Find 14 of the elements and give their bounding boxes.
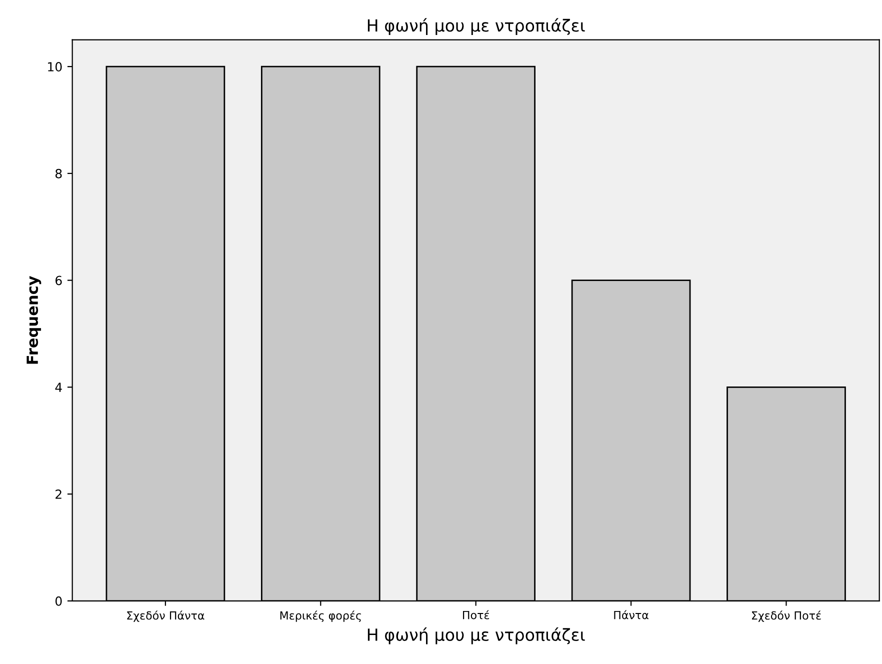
y-tick-label: 4 xyxy=(55,382,62,392)
x-axis-title: Η φωνή μου με ντροπιάζει xyxy=(368,627,585,644)
y-tick-label: 6 xyxy=(56,276,62,286)
y-tick-label: 2 xyxy=(56,490,62,499)
x-tick-label: Σχεδόν Πάντα xyxy=(127,610,204,622)
x-tick-label: Ποτέ xyxy=(463,610,490,620)
x-tick-label: Μερικές φορές xyxy=(280,610,361,622)
x-tick-label: Σχεδόν Ποτέ xyxy=(752,610,821,622)
chart-title: Η φωνή μου με ντροπιάζει xyxy=(368,18,585,36)
y-tick-label: 10 xyxy=(48,62,62,72)
y-tick-label: 0 xyxy=(55,596,62,606)
y-axis-title: Frequency xyxy=(26,276,42,364)
x-tick-label: Πάντα xyxy=(614,610,648,620)
y-tick-label: 8 xyxy=(55,168,62,178)
